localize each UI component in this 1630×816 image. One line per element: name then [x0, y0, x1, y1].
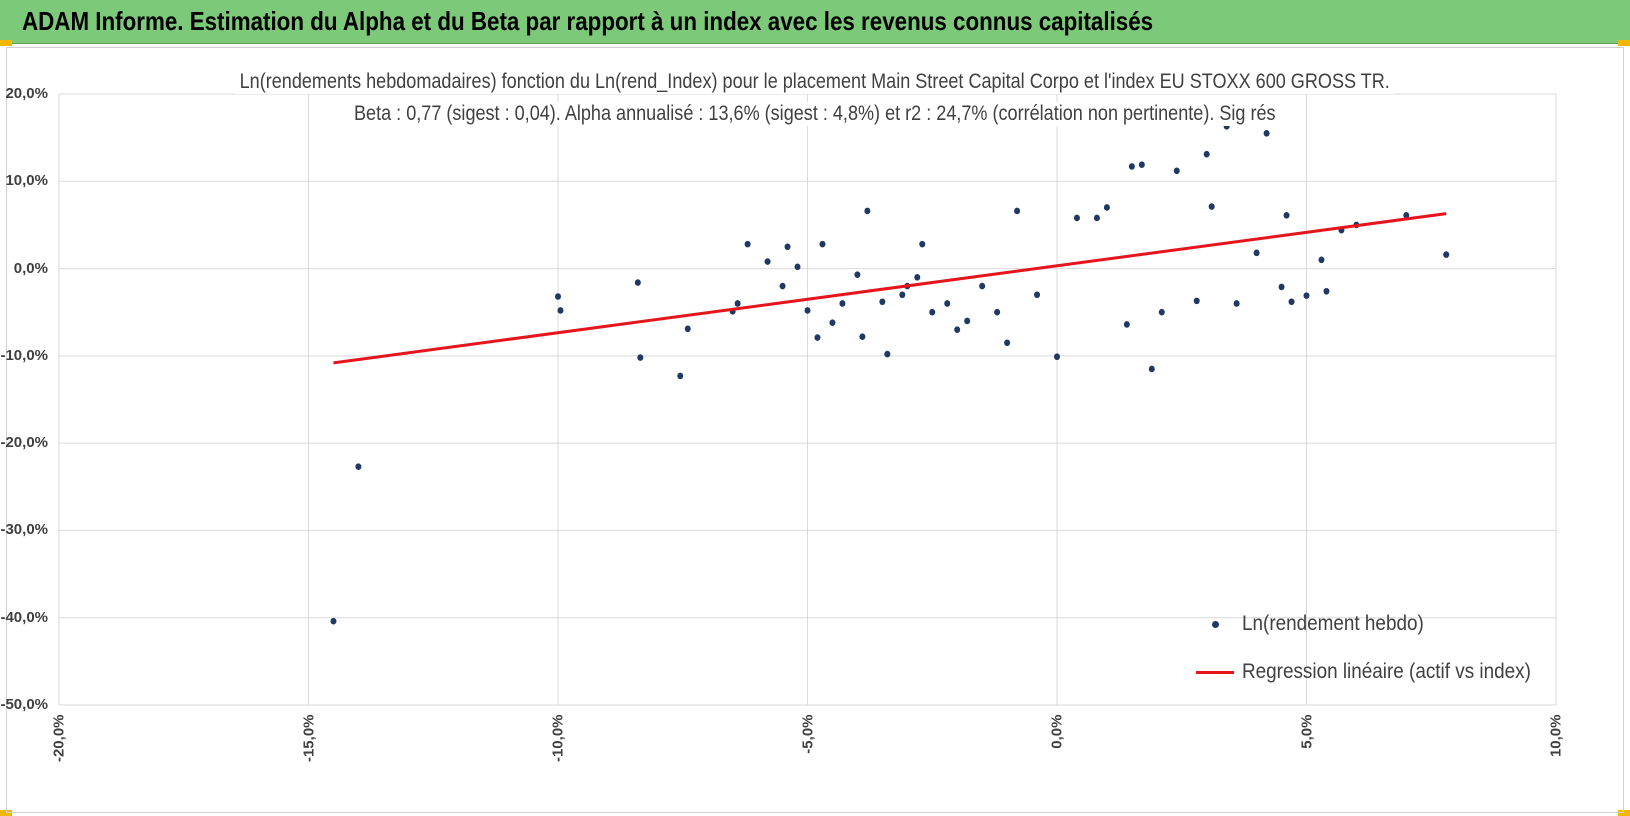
scatter-point [864, 207, 871, 215]
scatter-point [1323, 287, 1330, 295]
corner-marker [1618, 810, 1630, 816]
scatter-point [1303, 292, 1310, 299]
legend-label: Ln(rendement hebdo) [1242, 612, 1424, 635]
report-title: ADAM Informe. Estimation du Alpha et du … [22, 6, 1154, 36]
scatter-point [884, 350, 891, 358]
scatter-point [634, 279, 641, 286]
x-tick-label: -15,0% [300, 714, 317, 763]
scatter-point [814, 334, 821, 341]
report-banner: ADAM Informe. Estimation du Alpha et du … [0, 0, 1630, 44]
scatter-point [557, 307, 564, 314]
x-tick-label: -20,0% [50, 714, 68, 763]
scatter-point [1054, 353, 1060, 361]
y-tick-label: 0,0% [13, 259, 48, 277]
scatter-point [1173, 167, 1180, 175]
scatter-point [330, 617, 337, 625]
y-tick-label: -40,0% [0, 608, 48, 626]
gridlines [58, 93, 1557, 706]
corner-marker [1618, 40, 1630, 46]
legend-dot-icon [1212, 621, 1219, 628]
scatter-point [1318, 256, 1325, 264]
scatter-point [764, 258, 771, 265]
chart-area [6, 47, 1624, 813]
scatter-point [784, 243, 791, 251]
scatter-point [1403, 212, 1410, 219]
corner-marker [0, 40, 12, 46]
regression-line-layer [333, 212, 1447, 365]
chart-subtitle: Beta : 0,77 (sigest : 0,04). Alpha annua… [0, 102, 1630, 126]
scatter-point [944, 300, 951, 307]
scatter-point [1014, 207, 1021, 215]
scatter-point [1103, 204, 1110, 211]
scatter-point [1278, 283, 1285, 291]
scatter-point [919, 240, 926, 248]
scatter-point [1158, 308, 1165, 316]
scatter-point [1288, 298, 1295, 306]
scatter-point [1283, 212, 1290, 219]
y-tick-label: -30,0% [0, 521, 48, 539]
y-tick-label: -10,0% [0, 346, 48, 364]
x-tick-label: 0,0% [1048, 714, 1066, 749]
scatter-point [804, 307, 811, 314]
scatter-point [979, 282, 986, 290]
scatter-point [779, 282, 786, 290]
scatter-point [839, 300, 846, 307]
scatter-point [1208, 203, 1215, 210]
scatter-point [794, 263, 801, 271]
scatter-point [914, 274, 921, 281]
corner-marker [0, 810, 12, 816]
scatter-point [829, 319, 836, 326]
scatter-point [854, 271, 861, 278]
scatter-point [1233, 300, 1240, 307]
scatter-point [964, 317, 971, 325]
x-tick-label: 10,0% [1547, 714, 1565, 758]
scatter-points [330, 122, 1450, 625]
y-tick-label: 20,0% [5, 85, 48, 102]
scatter-point [744, 240, 751, 248]
scatter-point [859, 333, 866, 340]
y-tick-label: -20,0% [0, 434, 48, 452]
scatter-point [1004, 339, 1011, 347]
scatter-point [899, 291, 906, 299]
scatter-point [1253, 249, 1260, 257]
scatter-point [1123, 321, 1130, 328]
chart-title: Ln(rendements hebdomadaires) fonction du… [0, 70, 1630, 94]
scatter-point [1093, 214, 1100, 222]
scatter-point [994, 308, 1001, 316]
scatter-point [929, 308, 936, 316]
scatter-point [1203, 150, 1210, 158]
scatter-point [555, 293, 561, 300]
y-tick-label: 10,0% [5, 172, 48, 190]
y-tick-label: -50,0% [0, 696, 48, 713]
x-tick-label: -5,0% [799, 714, 816, 754]
scatter-point [734, 300, 741, 307]
legend-label: Regression linéaire (actif vs index) [1242, 660, 1531, 683]
scatter-point [1443, 251, 1450, 258]
scatter-point [1148, 365, 1155, 373]
scatter-point [1128, 163, 1135, 170]
scatter-point [1034, 291, 1041, 299]
scatter-point [819, 240, 826, 248]
scatter-point [677, 372, 684, 380]
scatter-point [355, 463, 362, 471]
x-tick-label: 5,0% [1298, 714, 1315, 749]
scatter-point [1263, 129, 1270, 137]
scatter-point [1073, 214, 1080, 222]
scatter-point [1138, 161, 1145, 169]
scatter-point [954, 326, 961, 333]
scatter-point [1193, 297, 1200, 305]
x-tick-label: -10,0% [549, 714, 567, 763]
scatter-point [684, 325, 691, 333]
regression-line [333, 212, 1447, 365]
legend-line-icon [1196, 671, 1234, 674]
scatter-point [637, 354, 644, 361]
scatter-point [879, 298, 886, 306]
